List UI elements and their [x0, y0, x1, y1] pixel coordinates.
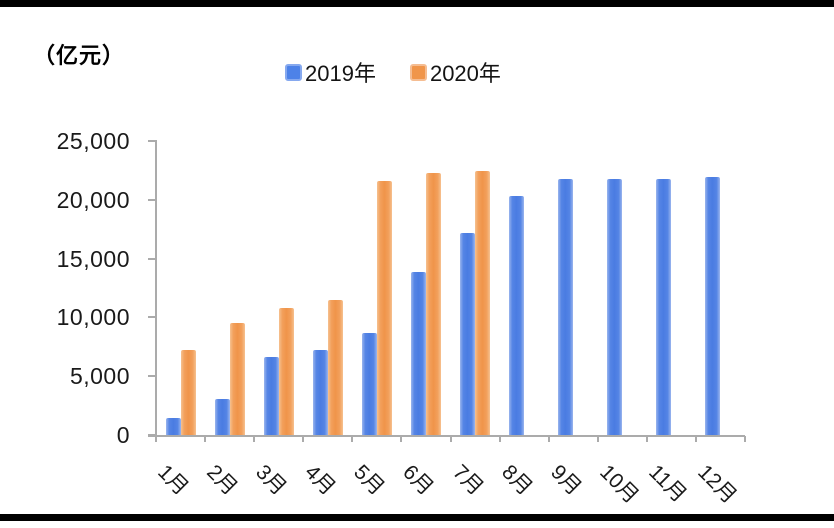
bar-2019年-5月	[361, 332, 377, 435]
x-axis-tick	[694, 436, 697, 442]
x-axis-label-7月: 7月	[447, 460, 488, 500]
x-axis-label-3月: 3月	[251, 460, 291, 500]
bar-2020年-3月	[278, 307, 294, 435]
top-frame-bar	[0, 0, 834, 7]
x-axis-tick	[253, 436, 256, 442]
x-axis-tick	[400, 436, 403, 442]
x-axis-label-12月: 12月	[693, 460, 741, 509]
x-axis-tick	[547, 436, 550, 442]
legend-swatch-2020-icon	[409, 63, 427, 81]
bar-2019年-11月	[656, 179, 672, 435]
x-axis-label-11月: 11月	[644, 460, 691, 508]
bar-2020年-7月	[475, 170, 490, 435]
bar-2019年-6月	[410, 271, 426, 435]
legend-item-2020: 2020年	[409, 56, 501, 88]
plot-area	[148, 140, 746, 442]
y-axis-tick	[148, 257, 155, 260]
x-axis-tick	[498, 436, 501, 442]
bottom-frame-bar	[0, 514, 834, 521]
x-axis-label-9月: 9月	[545, 460, 586, 500]
axis-unit-label: （亿元）	[33, 43, 126, 68]
y-axis-tick-label: 0	[116, 422, 130, 448]
bar-2019年-8月	[509, 196, 525, 435]
y-axis-tick-label: 25,000	[56, 128, 130, 154]
bar-2019年-4月	[312, 349, 328, 435]
y-axis-tick-label: 20,000	[56, 186, 130, 213]
y-axis-tick-label: 10,000	[56, 304, 130, 331]
x-axis-tick	[744, 436, 746, 442]
x-axis-label-10月: 10月	[594, 460, 643, 509]
x-axis-label-6月: 6月	[398, 460, 438, 500]
x-axis-label-8月: 8月	[496, 460, 537, 500]
bar-2019年-3月	[263, 357, 279, 435]
x-axis-tick	[155, 436, 157, 442]
legend-swatch-2019-icon	[285, 63, 302, 81]
y-axis-tick	[148, 316, 155, 319]
bar-2020年-1月	[180, 350, 196, 435]
y-axis-line	[155, 140, 157, 436]
x-axis-tick	[449, 436, 452, 442]
legend-label-2019: 2019年	[305, 61, 376, 86]
y-axis-tick	[148, 198, 155, 201]
bar-2020年-6月	[425, 172, 441, 435]
x-axis-label-4月: 4月	[300, 460, 340, 500]
x-axis-tick	[204, 436, 207, 442]
bar-2019年-12月	[705, 177, 721, 435]
bar-2019年-1月	[165, 417, 181, 435]
y-axis-tick	[148, 140, 155, 142]
bar-2020年-4月	[327, 300, 343, 435]
x-axis-label-2月: 2月	[202, 460, 242, 500]
y-axis-tick	[148, 434, 155, 436]
x-axis-line	[148, 435, 745, 437]
chart-legend: 2019年 2020年	[285, 56, 501, 88]
bar-2019年-2月	[214, 399, 230, 435]
y-axis-tick-label: 15,000	[56, 245, 130, 272]
x-axis-tick	[302, 436, 305, 442]
legend-item-2019: 2019年	[285, 56, 376, 88]
x-axis-tick	[596, 436, 599, 442]
x-axis-tick	[645, 436, 648, 442]
legend-label-2020: 2020年	[429, 61, 501, 86]
y-axis-tick-label: 5,000	[69, 363, 130, 390]
x-axis-label-5月: 5月	[349, 460, 389, 500]
bar-2020年-2月	[229, 322, 245, 435]
bar-2019年-10月	[607, 179, 623, 435]
bar-2020年-5月	[376, 180, 392, 435]
bar-2019年-7月	[460, 232, 475, 435]
x-axis-tick	[351, 436, 354, 442]
bar-2019年-9月	[558, 179, 574, 435]
y-axis-tick	[148, 375, 155, 378]
x-axis-label-1月: 1月	[153, 460, 193, 500]
